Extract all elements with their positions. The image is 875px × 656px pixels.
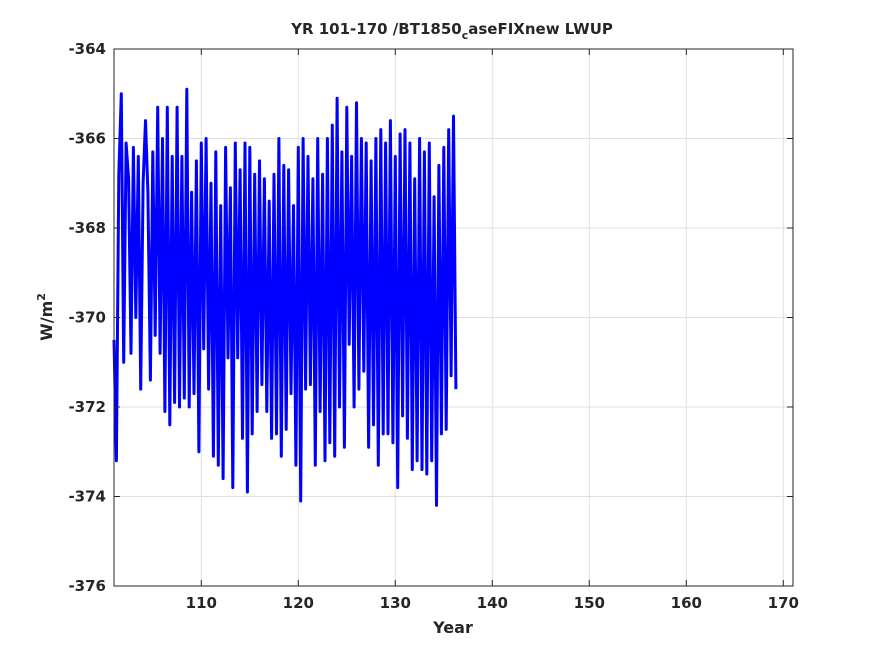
x-tick-label: 150 <box>574 594 605 612</box>
y-axis: -376 -374 -372 -370 -368 -366 -364 <box>68 40 793 595</box>
plot-area <box>112 48 794 587</box>
y-tick-label: -366 <box>68 130 106 148</box>
x-tick-label: 160 <box>671 594 702 612</box>
y-tick-label: -372 <box>68 398 106 416</box>
x-tick-label: 140 <box>477 594 508 612</box>
chart-title: YR 101-170 /BT1850caseFIXnew LWUP <box>290 20 613 42</box>
y-tick-label: -374 <box>68 488 106 506</box>
x-tick-label: 110 <box>186 594 217 612</box>
x-axis-label: Year <box>432 618 473 637</box>
y-tick-label: -364 <box>68 40 106 58</box>
series-line <box>112 87 458 507</box>
x-tick-label: 130 <box>380 594 411 612</box>
y-tick-label: -368 <box>68 219 106 237</box>
y-axis-label: W/m2 <box>35 293 56 341</box>
x-tick-label: 120 <box>283 594 314 612</box>
x-tick-label: 170 <box>768 594 799 612</box>
y-tick-label: -376 <box>68 577 106 595</box>
y-tick-label: -370 <box>68 309 106 327</box>
x-axis: 110 120 130 140 150 160 170 <box>186 49 799 612</box>
